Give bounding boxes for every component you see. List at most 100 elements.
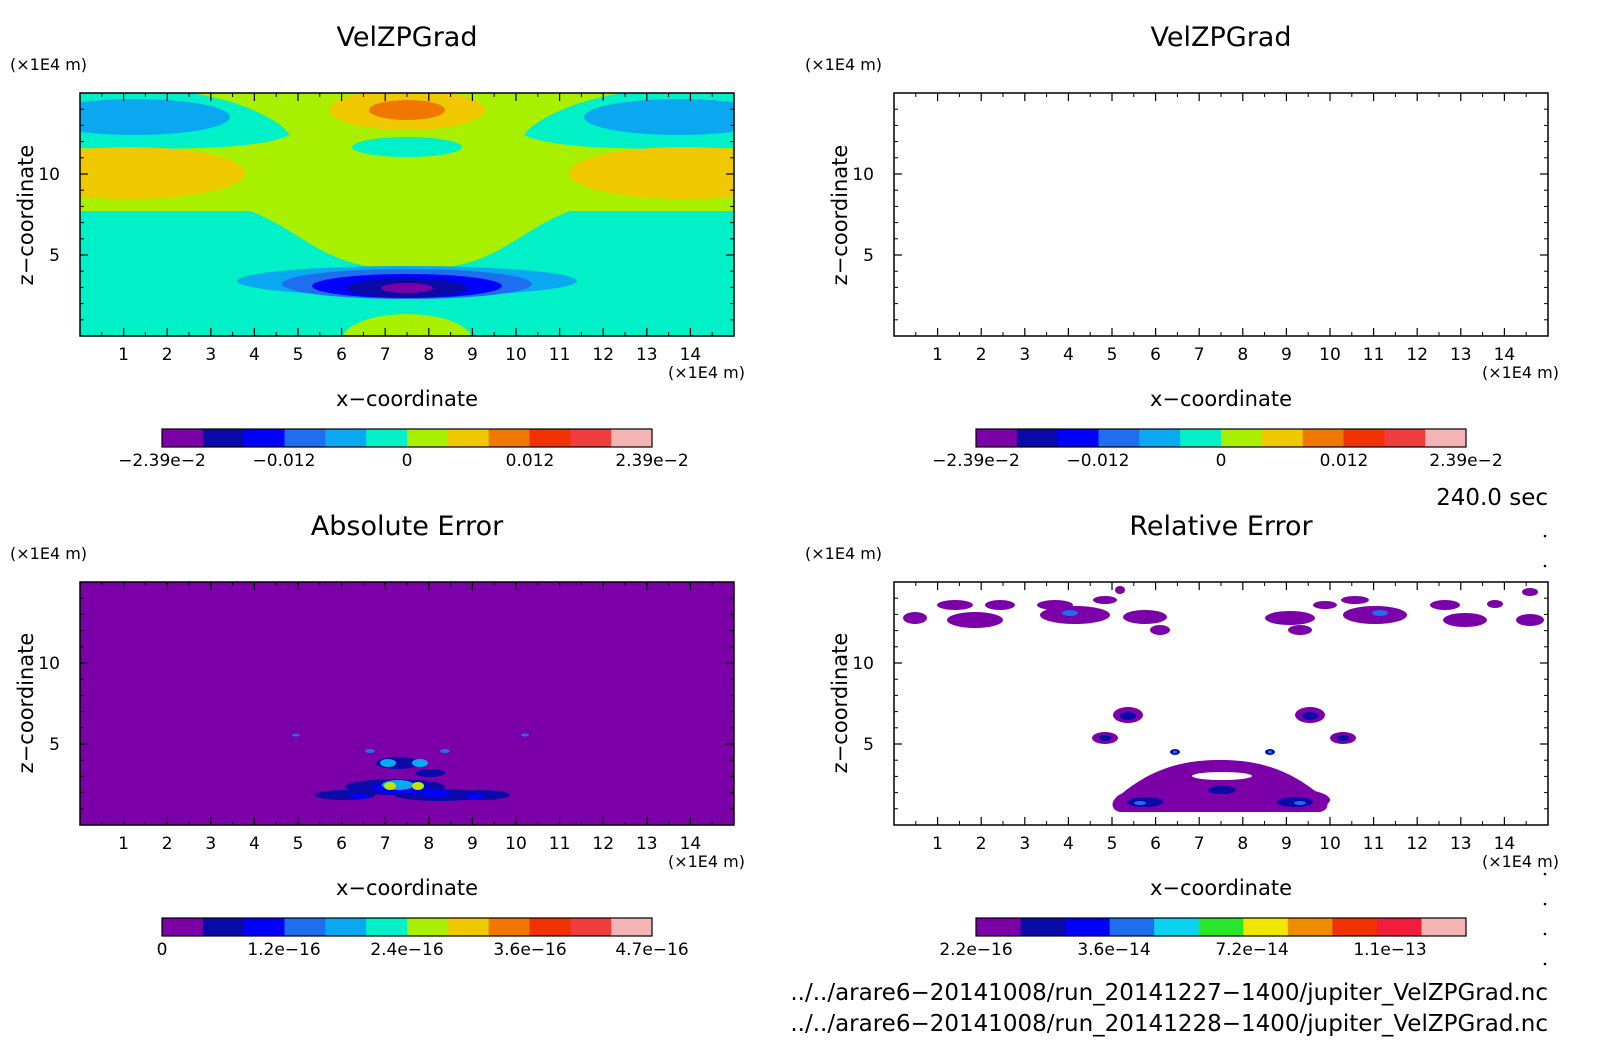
- x-tick-label: 3: [205, 834, 216, 854]
- field-region: [1183, 100, 1259, 120]
- x-tick-label: 8: [1237, 345, 1248, 365]
- colorbar-swatch: [325, 429, 367, 447]
- y-unit-label: (×1E4 m): [805, 55, 882, 74]
- colorbar-swatch: [611, 429, 653, 447]
- x-unit-label: (×1E4 m): [1482, 852, 1559, 871]
- x-tick-label: 11: [1363, 834, 1385, 854]
- colorbar-swatch: [1287, 918, 1333, 936]
- colorbar-swatch: [1302, 429, 1344, 447]
- colorbar: [161, 917, 653, 937]
- panel-velzpgrad-right: VelZPGrad (×1E4 m) 1 2 3 4 5 6 7 8 9 10 11 12 13 14 1…: [805, 22, 1604, 471]
- colorbar-label: 0.012: [506, 451, 555, 471]
- colorbar-label: 2.2e−16: [939, 940, 1012, 960]
- colorbar-swatch: [407, 429, 449, 447]
- colorbar-frame: [161, 917, 653, 937]
- x-tick-label: 5: [293, 834, 304, 854]
- colorbar-swatch: [1065, 918, 1111, 936]
- x-tick-label: 4: [249, 834, 260, 854]
- colorbar-label: 3.6e−16: [493, 940, 566, 960]
- colorbar-frame: [161, 428, 653, 448]
- colorbar-frame: [975, 917, 1467, 937]
- x-tick-label: 9: [1281, 345, 1292, 365]
- colorbar-swatch: [243, 918, 285, 936]
- field-region: [1126, 274, 1316, 298]
- colorbar-label: 2.4e−16: [370, 940, 443, 960]
- x-tick-label: 12: [1406, 834, 1428, 854]
- field-region: [1338, 93, 1548, 149]
- panel-relative-error: Relative Error (×1E4 m): [805, 511, 1559, 960]
- colorbar-swatch: [366, 918, 408, 936]
- colorbar-label: 7.2e−14: [1215, 940, 1288, 960]
- field-region: [369, 100, 445, 120]
- colorbar-swatch: [1020, 918, 1066, 936]
- x-tick-label: 2: [162, 345, 173, 365]
- colorbar-swatch: [1261, 429, 1304, 447]
- colorbar-swatch: [1139, 429, 1181, 447]
- axis-ticks: 1 2 3 4 5 6 7 8 9 10 11 12 13 14: [894, 582, 1548, 854]
- x-tick-label: 11: [1363, 345, 1385, 365]
- x-tick-label: 5: [293, 345, 304, 365]
- colorbar-swatch: [447, 918, 490, 936]
- field-region: [1156, 314, 1286, 366]
- panel-title: Absolute Error: [311, 511, 504, 542]
- velz-field: [80, 93, 734, 336]
- x-tick-label: 7: [380, 345, 391, 365]
- field-region: [1051, 266, 1391, 296]
- x-tick-label: 6: [336, 345, 347, 365]
- x-tick-label: 4: [1063, 345, 1074, 365]
- x-tick-label: 10: [1319, 345, 1341, 365]
- x-tick-label: 10: [505, 834, 527, 854]
- field-region: [342, 314, 472, 336]
- colorbar-label: 0: [402, 451, 413, 471]
- x-tick-label: 1: [932, 834, 943, 854]
- x-tick-label: 3: [205, 345, 216, 365]
- axis-ticks: 1 2 3 4 5 6 7 8 9 10 11 12 13 14: [894, 93, 1548, 365]
- colorbar-swatch: [1109, 918, 1155, 936]
- colorbar-swatch: [1221, 429, 1263, 447]
- x-tick-label: 9: [1281, 834, 1292, 854]
- y-tick-label: 10: [38, 654, 60, 674]
- velz-field: [829, 90, 1604, 366]
- x-axis-label: x−coordinate: [336, 876, 478, 900]
- field-region: [1383, 147, 1604, 199]
- y-tick-label: 10: [38, 165, 60, 185]
- y-tick-label: 5: [863, 735, 874, 755]
- field-region: [292, 733, 529, 753]
- x-axis-label: x−coordinate: [1150, 876, 1292, 900]
- y-axis-label: z−coordinate: [14, 633, 38, 774]
- colorbar-label: 2.39e−2: [1429, 451, 1502, 471]
- field-region: [389, 785, 419, 789]
- x-tick-label: 8: [423, 834, 434, 854]
- y-axis-label: z−coordinate: [14, 145, 38, 286]
- x-tick-label: 14: [1494, 834, 1516, 854]
- rel-error-field: [894, 582, 1548, 825]
- x-tick-label: 5: [1107, 345, 1118, 365]
- field-region: [1195, 283, 1247, 293]
- field-region: [1166, 137, 1276, 157]
- colorbar-swatch: [284, 918, 326, 936]
- x-tick-label: 13: [636, 345, 658, 365]
- x-tick-label: 4: [249, 345, 260, 365]
- colorbar-swatch: [162, 429, 204, 447]
- colorbar-swatch: [447, 429, 490, 447]
- y-unit-label: (×1E4 m): [10, 55, 87, 74]
- colorbar-label: 4.7e−16: [615, 940, 688, 960]
- y-axis-label: z−coordinate: [828, 145, 852, 286]
- colorbar-label: −0.012: [1067, 451, 1130, 471]
- colorbar-swatch: [570, 429, 612, 447]
- axis-ticks: 1 2 3 4 5 6 7 8 9 10 11 12 13 14: [80, 582, 734, 854]
- y-tick-label: 5: [863, 246, 874, 266]
- colorbar-swatch: [202, 918, 245, 936]
- x-tick-label: 12: [592, 834, 614, 854]
- x-unit-label: (×1E4 m): [668, 363, 745, 382]
- colorbar-label: 0.012: [1320, 451, 1369, 471]
- panel-velzpgrad-left: VelZPGrad (×1E4 m): [10, 22, 745, 471]
- colorbar-swatch: [1243, 918, 1289, 936]
- x-tick-label: 6: [1150, 834, 1161, 854]
- time-label: 240.0 sec: [1436, 485, 1548, 511]
- colorbar-swatch: [366, 429, 408, 447]
- colorbar-label: 1.2e−16: [247, 940, 320, 960]
- colorbar-swatch: [488, 918, 530, 936]
- field-region: [894, 93, 1104, 149]
